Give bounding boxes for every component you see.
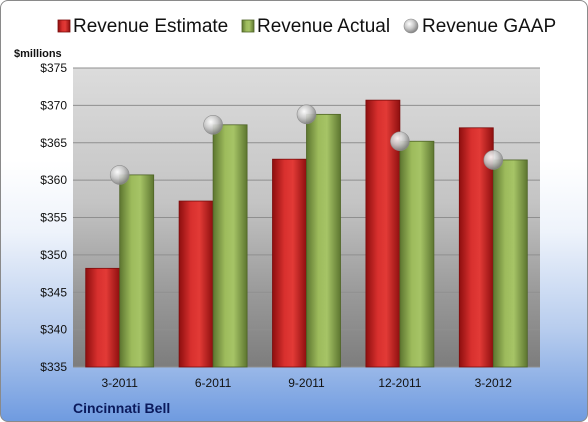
marker-revenue-gaap: [203, 115, 223, 135]
legend-label-revenue-gaap: Revenue GAAP: [422, 16, 556, 37]
marker-revenue-gaap: [109, 165, 130, 185]
gaap-markers: [109, 104, 504, 185]
company-name: Cincinnati Bell: [73, 400, 170, 416]
y-tick-label: $360: [40, 173, 67, 187]
y-tick-label: $340: [40, 323, 67, 337]
legend: Revenue Estimate Revenue Actual Revenue …: [57, 16, 556, 37]
legend-label-revenue-actual: Revenue Actual: [257, 16, 390, 37]
legend-label-revenue-estimate: Revenue Estimate: [73, 16, 228, 37]
y-tick-label: $355: [40, 211, 67, 225]
y-tick-label: $365: [40, 136, 67, 150]
bar-revenue-actual: [212, 124, 248, 368]
legend-swatch-revenue-estimate: [57, 19, 71, 33]
y-tick-label: $350: [40, 248, 67, 262]
y-axis-ticks: $335 $340 $345 $350 $355 $360 $365 $370 $375: [40, 61, 67, 374]
bar-revenue-estimate: [178, 200, 214, 368]
x-tick-label: 3-2011: [101, 376, 138, 390]
y-tick-label: $345: [40, 285, 67, 299]
bar-revenue-actual: [399, 140, 435, 368]
bar-revenue-estimate: [85, 267, 121, 368]
marker-revenue-gaap: [390, 131, 410, 152]
y-axis-label: $millions: [14, 48, 62, 60]
bar-revenue-estimate: [458, 127, 494, 368]
y-tick-label: $370: [40, 98, 67, 112]
legend-swatch-revenue-actual: [241, 19, 255, 33]
x-tick-label: 9-2011: [288, 376, 325, 390]
x-axis-ticks: 3-2011 6-2011 9-2011 12-2011 3-2012: [101, 376, 512, 390]
x-tick-label: 12-2011: [378, 376, 421, 390]
y-tick-label: $375: [40, 61, 67, 75]
bar-revenue-estimate: [272, 158, 307, 368]
bar-revenue-actual: [306, 113, 341, 368]
bar-revenue-actual: [119, 174, 155, 368]
x-tick-label: 6-2011: [195, 376, 232, 390]
bar-revenue-actual: [492, 159, 528, 368]
legend-marker-revenue-gaap: [403, 18, 419, 34]
x-tick-label: 3-2012: [475, 376, 513, 390]
marker-revenue-gaap: [296, 104, 317, 125]
bars: [85, 99, 528, 368]
marker-revenue-gaap: [483, 150, 504, 170]
y-tick-label: $335: [40, 360, 67, 374]
